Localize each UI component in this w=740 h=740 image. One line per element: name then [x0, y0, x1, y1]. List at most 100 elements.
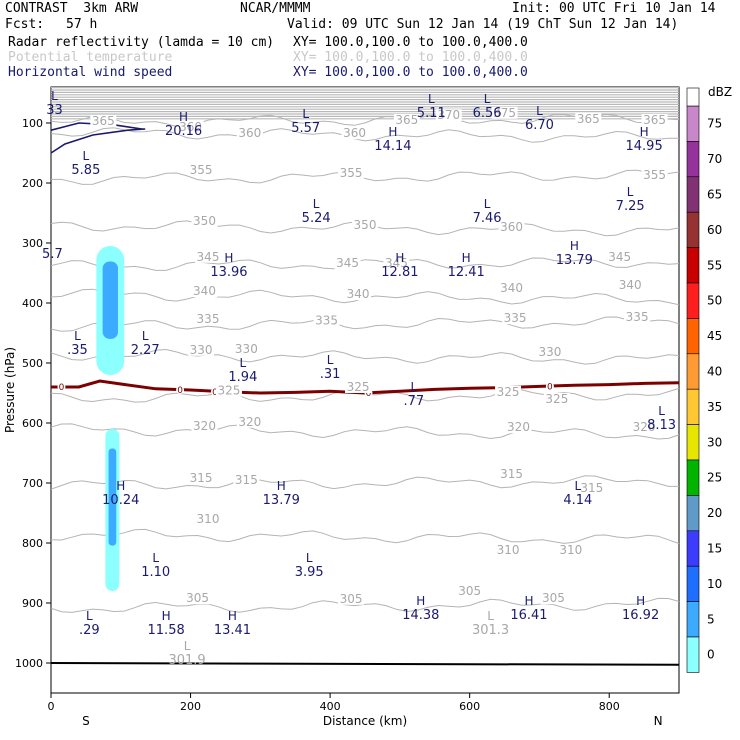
wind-extremum-type: L [83, 149, 90, 163]
theta-label-bg [188, 163, 215, 176]
theta-label: 340 [500, 281, 523, 295]
theta-label-bg [341, 127, 368, 140]
y-tick-label: 400 [22, 297, 43, 310]
theta-label-bg [338, 592, 365, 605]
theta-label: 345 [385, 256, 408, 270]
theta-extremum-value: 301.3 [472, 623, 509, 638]
colorbar-swatch [686, 105, 700, 142]
theta-label: 310 [559, 543, 582, 557]
theta-label: 370 [437, 108, 460, 122]
theta-label-bg [435, 109, 462, 122]
wind-extremum-type: L [306, 551, 313, 565]
theta-label: 325 [497, 385, 520, 399]
x-axis-title: Distance (km) [323, 714, 407, 728]
colorbar-tick-label: 25 [707, 471, 722, 485]
theta-label: 305 [186, 591, 209, 605]
colorbar-swatch [686, 353, 700, 390]
theta-label: 345 [608, 250, 631, 264]
colorbar-swatch [686, 495, 700, 532]
field-reflectivity: Radar reflectivity (lamda = 10 cm) [8, 35, 275, 50]
wind-extremum-type: L [484, 197, 491, 211]
wind-extremum-type: H [524, 594, 533, 608]
colorbar-tick-label: 5 [707, 612, 715, 626]
colorbar-top-cap [686, 87, 700, 107]
theta-label-bg [393, 114, 420, 126]
theta-label-bg [606, 250, 633, 263]
theta-label-bg [495, 544, 522, 557]
colorbar-swatch [686, 388, 700, 425]
theta-contour-345 [50, 257, 680, 271]
theta-label: 330 [538, 345, 561, 359]
theta-contour-330 [50, 348, 680, 365]
theta-label: 325 [217, 384, 240, 398]
colorbar-tick-label: 30 [707, 435, 722, 449]
x-end-label-north: N [654, 714, 663, 728]
wind-extremum-value: 5.57 [291, 121, 320, 136]
theta-label-bg [188, 472, 215, 485]
theta-label: 375 [493, 106, 516, 120]
y-tick-label: 300 [22, 237, 43, 250]
freezing-line-label: 0 [547, 382, 553, 392]
theta-label-bg [631, 421, 658, 434]
colorbar-tick-label: 50 [707, 294, 722, 308]
wind-extremum-value: 7.25 [616, 199, 645, 214]
theta-extremum-type: L [184, 639, 191, 653]
theta-label: 315 [190, 471, 213, 485]
wind-extremum-type: H [395, 251, 404, 265]
wind-extremum-value: 10.24 [102, 493, 139, 508]
wind-extremum-type: L [536, 104, 543, 118]
theta-label-bg [236, 415, 263, 428]
model-title: CONTRAST 3km ARW [5, 1, 139, 16]
theta-label: 355 [643, 168, 666, 182]
colorbar-tick-label: 10 [707, 577, 722, 591]
wind-extremum-type: L [313, 197, 320, 211]
colorbar-swatch [686, 424, 700, 461]
valid-time: Valid: 09 UTC Sun 12 Jan 14 (19 ChT Sun … [287, 17, 679, 32]
theta-label: 310 [197, 512, 220, 526]
theta-contour-335 [50, 316, 680, 332]
theta-label-bg [191, 420, 218, 432]
y-tick-label: 600 [22, 417, 43, 430]
freezing-label-bg [57, 383, 66, 391]
y-tick-label: 700 [22, 477, 43, 490]
theta-label-bg [233, 343, 260, 356]
theta-label: 365 [92, 114, 115, 128]
wind-extremum-type: L [428, 92, 435, 106]
freezing-line-label: 0 [212, 388, 218, 398]
wind-extremum-value: 14.14 [374, 139, 411, 154]
wind-extremum-value: 4.14 [563, 493, 592, 508]
colorbar-tick-label: 20 [707, 506, 722, 520]
theta-label: 340 [347, 287, 370, 301]
wind-extremum-value: 5.11 [417, 106, 446, 121]
x-tick-label: 400 [320, 700, 341, 713]
field-reflectivity-xy: XY= 100.0,100.0 to 100.0,400.0 [293, 35, 528, 50]
theta-label: 350 [354, 218, 377, 232]
wind-extremum-type: L [142, 329, 149, 343]
wind-extremum-type: L [240, 356, 247, 370]
field-theta: Potential temperature [8, 50, 173, 65]
wind-extremum-value: 16.92 [622, 608, 659, 623]
surface-line [50, 662, 680, 666]
theta-label: 345 [197, 250, 220, 264]
theta-label: 355 [190, 163, 213, 177]
theta-label-bg [498, 220, 525, 233]
colorbar-swatch [686, 601, 700, 638]
wind-extremum-value: 33 [46, 103, 63, 118]
freezing-label-bg [176, 386, 185, 394]
theta-label: 365 [395, 113, 418, 127]
wind-extremum-value: 20.16 [165, 124, 202, 139]
wind-extremum-value: 13.79 [263, 493, 300, 508]
theta-contour-305 [50, 597, 680, 613]
theta-extremum-value: 301.9 [168, 653, 205, 668]
theta-label: 340 [619, 278, 642, 292]
wind-extremum-type: L [574, 479, 581, 493]
theta-label-bg [456, 585, 483, 597]
theta-label-bg [495, 385, 522, 398]
y-tick-label: 800 [22, 537, 43, 550]
theta-label: 330 [235, 342, 258, 356]
theta-label-bg [641, 169, 668, 182]
theta-label-bg [491, 106, 518, 119]
theta-label-bg [195, 513, 221, 525]
theta-label-bg [505, 421, 532, 434]
y-tick-label: 1000 [15, 657, 43, 670]
